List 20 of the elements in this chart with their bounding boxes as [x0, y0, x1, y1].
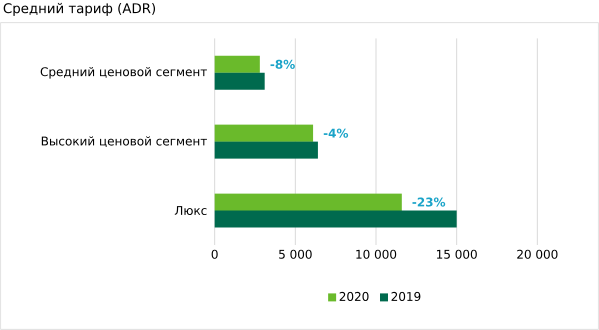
- annotation: -23%: [412, 198, 446, 207]
- bar: [214, 72, 265, 90]
- y-tick-label: Высокий ценовой сегмент: [42, 136, 207, 148]
- legend-label: 2019: [392, 292, 420, 302]
- annotation: -4%: [324, 128, 348, 138]
- legend-label: 2020: [340, 292, 369, 302]
- x-tick-label: 0: [212, 250, 218, 259]
- x-tick-label: 10 000: [356, 250, 396, 259]
- annotation: -8%: [270, 60, 295, 69]
- bar: [214, 194, 402, 211]
- bar: [214, 56, 260, 73]
- bar: [214, 210, 457, 228]
- x-tick-label: 20 000: [517, 250, 558, 259]
- x-tick-label: 5 000: [279, 250, 312, 259]
- bar: [214, 142, 318, 159]
- text: Средний тариф (ADR): [4, 2, 156, 16]
- y-tick-label: Люкс: [174, 206, 207, 216]
- bar: [214, 124, 314, 142]
- x-tick-label: 15 000: [436, 250, 477, 259]
- y-tick-label: Средний ценовой сегмент: [40, 66, 207, 79]
